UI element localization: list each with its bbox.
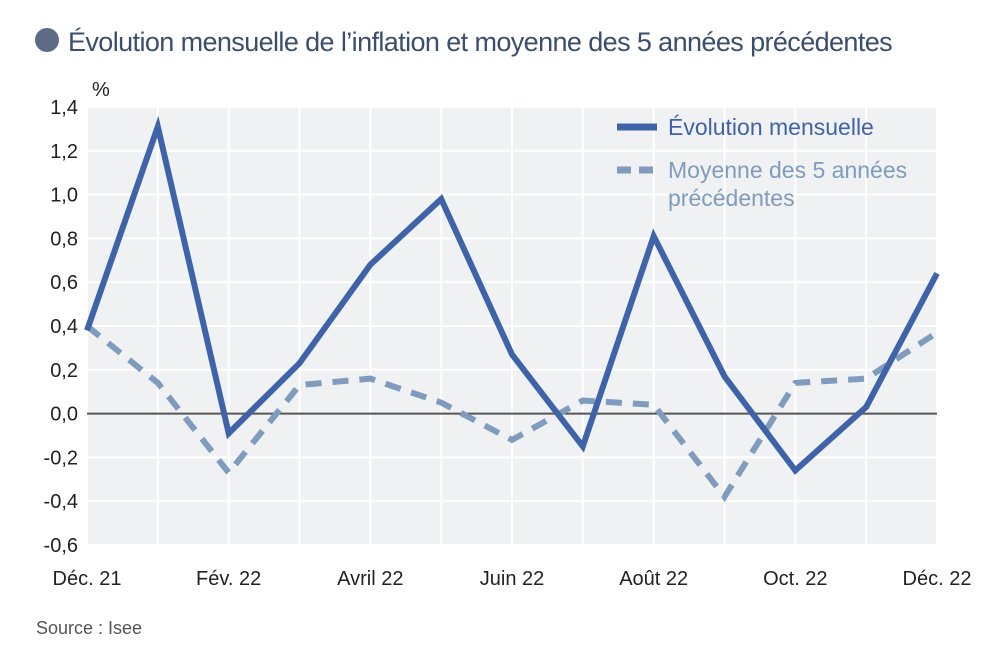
legend-label-monthly: Évolution mensuelle <box>668 114 874 140</box>
y-tick-label: 0,8 <box>50 228 78 250</box>
x-tick-label: Avril 22 <box>337 568 403 590</box>
series-line-average <box>85 323 939 503</box>
x-tick-label: Déc. 21 <box>53 568 122 590</box>
x-tick-label: Août 22 <box>619 568 688 590</box>
y-tick-label: 1,2 <box>50 141 78 163</box>
y-tick-label: 0,4 <box>50 316 78 338</box>
y-tick-label: 1,4 <box>50 97 78 119</box>
y-tick-label: 0,2 <box>50 360 78 382</box>
legend-label-average-line2: précédentes <box>668 185 795 211</box>
x-tick-label: Oct. 22 <box>763 568 827 590</box>
x-tick-label: Juin 22 <box>480 568 545 590</box>
y-tick-label: -0,4 <box>44 491 78 513</box>
y-axis-unit-label: % <box>92 79 110 101</box>
x-tick-label: Déc. 22 <box>903 568 972 590</box>
series-line-monthly <box>84 115 940 475</box>
legend: Évolution mensuelle Moyenne des 5 années… <box>617 114 907 211</box>
y-axis-ticks: 1,4 1,2 1,0 0,8 0,6 0,4 0,2 0,0 -0,2 -0,4 -0,6 <box>44 97 78 557</box>
y-tick-label: 1,0 <box>50 185 78 207</box>
series-group <box>84 115 940 503</box>
title-bullet-icon <box>35 28 59 52</box>
x-tick-label: Fév. 22 <box>196 568 261 590</box>
chart-title: Évolution mensuelle de l’inflation et mo… <box>68 27 892 57</box>
y-tick-label: 0,6 <box>50 272 78 294</box>
y-tick-label: -0,6 <box>44 535 78 557</box>
y-tick-label: 0,0 <box>50 404 78 426</box>
source-note: Source : Isee <box>36 618 142 638</box>
y-tick-label: -0,2 <box>44 447 78 469</box>
legend-label-average-line1: Moyenne des 5 années <box>668 157 907 183</box>
x-axis-ticks: Déc. 21 Fév. 22 Avril 22 Juin 22 Août 22 Oct.… <box>53 568 972 590</box>
